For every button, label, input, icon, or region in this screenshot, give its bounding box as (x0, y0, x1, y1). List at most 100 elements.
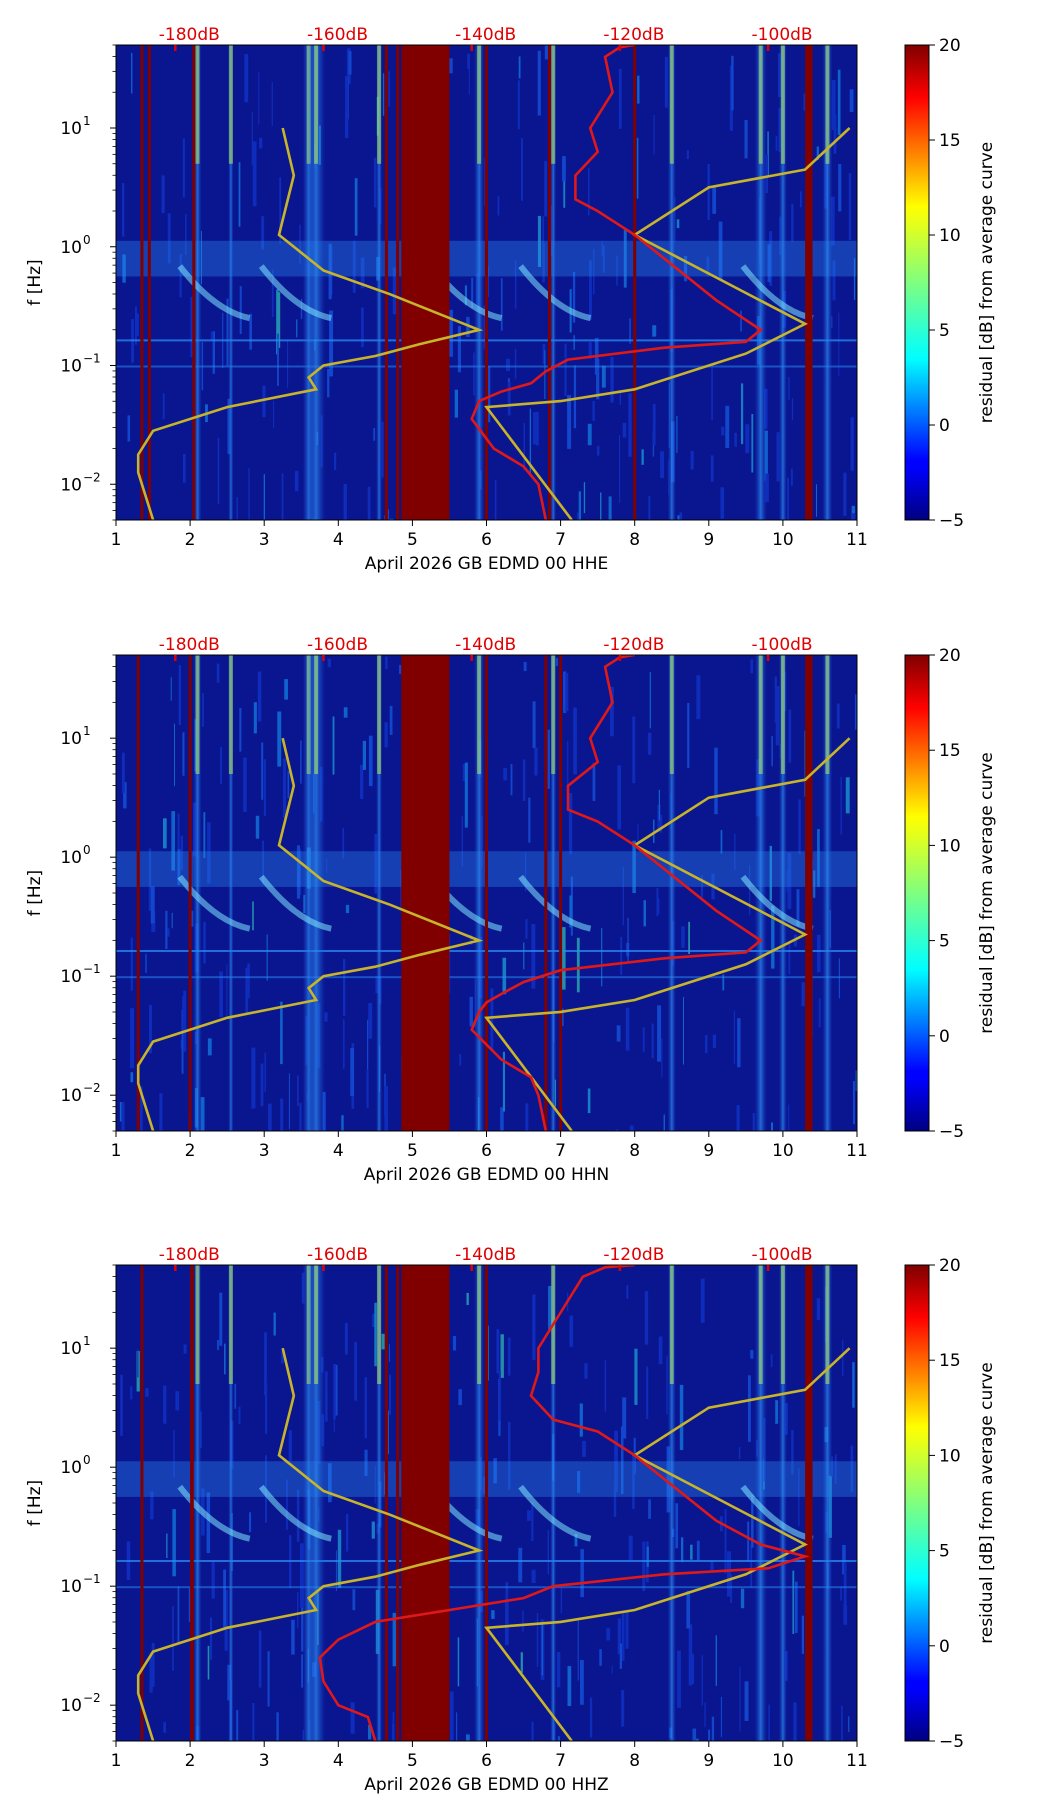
texture-streak (167, 213, 171, 264)
texture-streak (223, 1569, 226, 1628)
gap-line (140, 1265, 144, 1741)
texture-streak (632, 716, 636, 784)
texture-streak (500, 1107, 504, 1131)
texture-streak (352, 1589, 356, 1611)
y-tick-label: 10 (60, 1339, 82, 1359)
texture-streak (547, 729, 550, 789)
texture-streak (836, 703, 840, 729)
psd-curve (470, 45, 763, 520)
texture-streak (531, 924, 536, 989)
texture-streak (508, 1421, 511, 1490)
texture-streak (217, 437, 220, 505)
y-tick-label: 10 (60, 1086, 82, 1106)
texture-streak (343, 707, 348, 718)
texture-streak (238, 162, 241, 227)
texture-streak (252, 901, 254, 931)
db-tick-label: -100dB (752, 635, 813, 655)
texture-streak (750, 1349, 754, 1359)
texture-streak (518, 1547, 523, 1583)
texture-streak (786, 870, 790, 892)
texture-streak (644, 1291, 649, 1345)
saturated-column (805, 655, 813, 1131)
texture-streak (657, 1005, 662, 1062)
texture-streak (683, 996, 684, 1065)
texture-streak (587, 423, 592, 446)
db-tick-label: -140dB (455, 25, 516, 45)
texture-streak (348, 51, 352, 75)
texture-streak (179, 254, 182, 298)
texture-streak (606, 1628, 611, 1641)
texture-streak (122, 752, 125, 793)
texture-streak (458, 1389, 462, 1406)
colorbar-tick-label: 20 (939, 1256, 961, 1276)
burst-column (228, 1265, 234, 1741)
texture-streak (457, 1637, 460, 1687)
plot-area (116, 655, 857, 1131)
texture-streak (599, 1649, 602, 1666)
texture-streak (736, 1105, 740, 1131)
texture-streak (853, 1081, 855, 1125)
texture-streak (580, 1549, 584, 1598)
texture-streak (523, 942, 525, 970)
texture-streak (548, 1286, 552, 1330)
y-tick-base: 10 (60, 1086, 82, 1106)
texture-streak (663, 1114, 665, 1131)
texture-streak (494, 479, 497, 520)
texture-streak (651, 1023, 654, 1059)
texture-streak (583, 482, 586, 514)
texture-streak (643, 900, 646, 927)
texture-streak (677, 1650, 681, 1708)
texture-streak (621, 1426, 624, 1495)
texture-streak (642, 1541, 646, 1591)
texture-streak (626, 1285, 629, 1299)
texture-streak (299, 224, 301, 264)
texture-streak (738, 1447, 741, 1460)
texture-streak (374, 1302, 377, 1367)
colorbar-label: residual [dB] from average curve (977, 1362, 997, 1643)
texture-streak (573, 335, 575, 350)
texture-streak (720, 1697, 722, 1737)
texture-streak (647, 732, 652, 755)
texture-streak (573, 707, 577, 775)
x-tick-label: 6 (481, 1141, 492, 1161)
colorbar-tick-label: −5 (939, 1732, 964, 1752)
texture-streak (531, 1721, 534, 1741)
texture-streak (255, 815, 260, 839)
y-tick-base: 10 (60, 119, 82, 139)
texture-streak (271, 269, 274, 317)
burst-highlight (669, 1265, 674, 1384)
db-tick-label: -180dB (159, 25, 220, 45)
texture-streak (178, 665, 181, 726)
texture-streak (832, 260, 836, 301)
texture-streak (770, 1354, 773, 1367)
texture-streak (127, 415, 131, 442)
texture-streak (666, 1355, 668, 1415)
texture-streak (299, 1102, 302, 1131)
texture-streak (283, 758, 287, 818)
burst-highlight (477, 655, 482, 774)
texture-streak (562, 156, 566, 182)
dispersion-arc (258, 264, 332, 322)
texture-streak (601, 365, 606, 388)
texture-streak (252, 141, 257, 207)
texture-streak (541, 1622, 543, 1676)
texture-streak (518, 56, 521, 79)
texture-streak (734, 432, 737, 447)
saturated-column (401, 45, 450, 520)
texture-streak (490, 988, 494, 1050)
colorbar-tick-label: 0 (939, 1027, 950, 1047)
y-tick-exponent: −1 (83, 962, 101, 976)
texture-streak (752, 1113, 755, 1131)
texture-streak (366, 1069, 369, 1108)
texture-streak (226, 964, 228, 1018)
texture-streak (510, 764, 513, 796)
gap-line (485, 655, 488, 1131)
burst-highlight (377, 1265, 382, 1384)
texture-streak (517, 80, 520, 130)
burst-highlight (825, 655, 830, 774)
texture-streak (712, 187, 717, 214)
texture-streak (182, 138, 185, 198)
texture-streak (616, 1025, 621, 1042)
db-tick-label: -120dB (603, 635, 664, 655)
